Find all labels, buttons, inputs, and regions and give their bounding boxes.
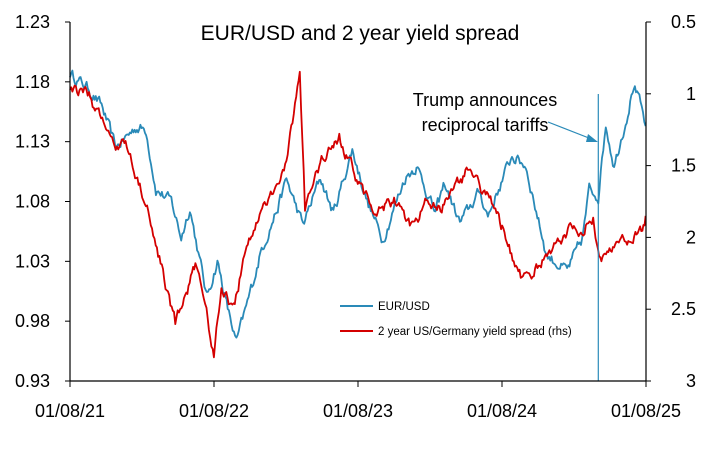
- left-tick-label: 1.13: [15, 132, 50, 152]
- left-tick-label: 0.98: [15, 311, 50, 331]
- x-tick-label: 01/08/24: [467, 401, 537, 421]
- right-tick-label: 2.5: [671, 299, 696, 319]
- x-tick-label: 01/08/21: [35, 401, 105, 421]
- annotation-arrow-line: [547, 121, 595, 141]
- annotation-arrowhead: [586, 134, 598, 142]
- right-tick-label: 1.5: [671, 156, 696, 176]
- left-tick-label: 1.18: [15, 72, 50, 92]
- legend-label-eurusd: EUR/USD: [378, 301, 430, 313]
- left-tick-label: 1.08: [15, 192, 50, 212]
- right-tick-label: 1: [686, 84, 696, 104]
- left-tick-label: 1.03: [15, 251, 50, 271]
- x-tick-label: 01/08/25: [611, 401, 681, 421]
- chart-title: EUR/USD and 2 year yield spread: [201, 22, 520, 45]
- annotation-line-2: reciprocal tariffs: [422, 115, 549, 135]
- left-tick-label: 1.23: [15, 12, 50, 32]
- left-tick-label: 0.93: [15, 371, 50, 391]
- yield-spread-series-line: [69, 70, 647, 359]
- legend: EUR/USD 2 year US/Germany yield spread (…: [340, 301, 572, 338]
- right-tick-label: 2: [686, 227, 696, 247]
- right-tick-label: 0.5: [671, 12, 696, 32]
- x-tick-label: 01/08/23: [323, 401, 393, 421]
- right-tick-label: 3: [686, 371, 696, 391]
- x-tick-label: 01/08/22: [179, 401, 249, 421]
- legend-label-yield-spread: 2 year US/Germany yield spread (rhs): [378, 326, 572, 338]
- eurusd-series-line: [69, 69, 647, 339]
- annotation-line-1: Trump announces: [413, 90, 557, 110]
